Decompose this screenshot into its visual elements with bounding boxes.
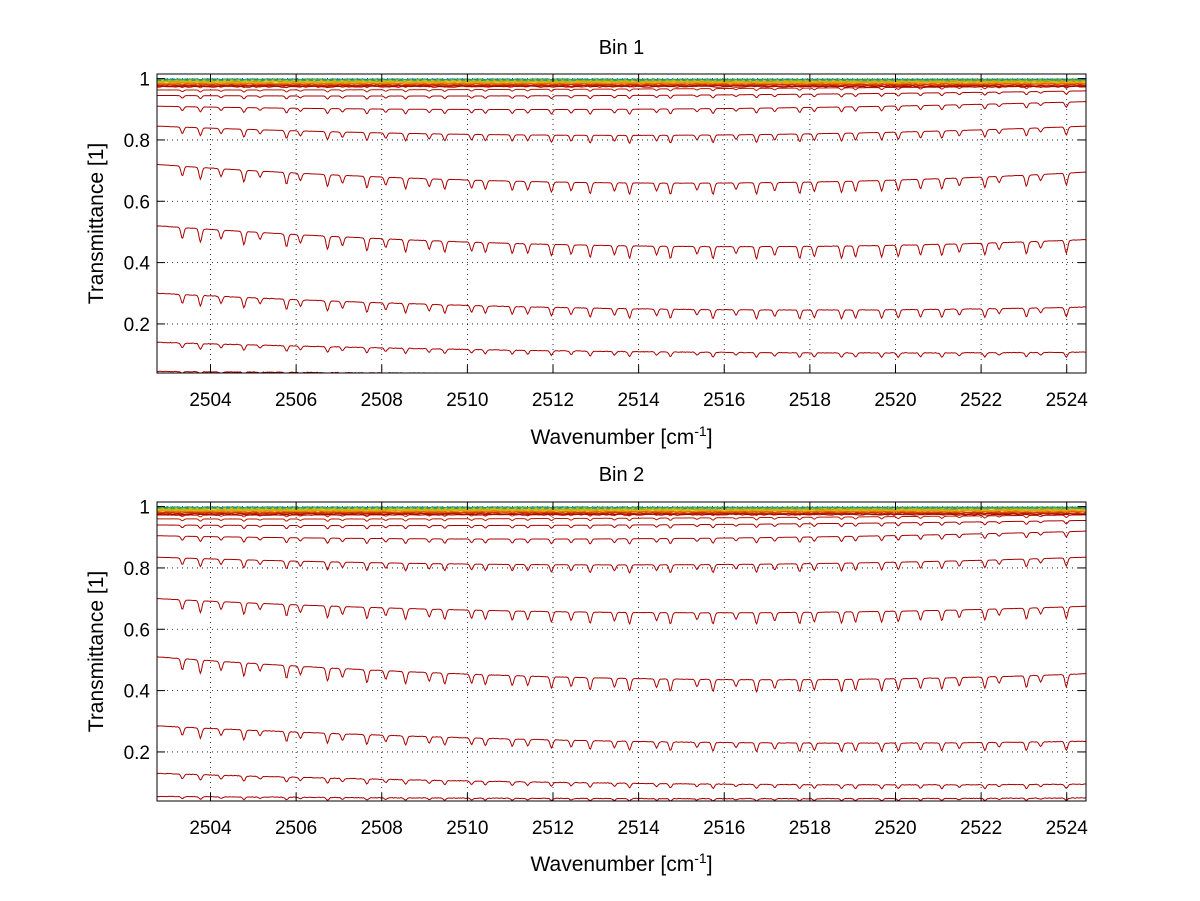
bin2-series-line-5: [157, 598, 1086, 626]
bin1-top-trace-8: [157, 84, 1086, 87]
bin1-top-trace-4: [157, 81, 1086, 84]
bin1-ylabel: Transmittance [1]: [85, 143, 108, 304]
bin2-xtick-label: 2514: [617, 818, 660, 839]
chart-bin-1: 2504 2506 2508 2510 2512 2514 2516 2518 2520 2522…: [85, 37, 1088, 449]
bin2-series-line-8: [157, 519, 1086, 530]
bin2-xtick-label: 2508: [361, 818, 403, 839]
bin2-xlabel-main: Wavenumber [cm: [530, 853, 694, 876]
bin1-xlabel-sup: -1: [694, 423, 707, 439]
bin2-top-trace-1: [157, 506, 1086, 509]
bin2-ytick-label: 1: [139, 498, 150, 519]
bin2-series-group: [157, 506, 1086, 801]
bin1-series-line-4: [157, 225, 1086, 261]
bin1-series-line-5: [157, 163, 1086, 196]
bin1-series-line-1: [157, 370, 578, 373]
bin2-xlabel-end: ]: [707, 853, 713, 876]
bin1-series-line-8: [157, 90, 1086, 100]
bin2-xtick-label: 2504: [189, 818, 232, 839]
bin2-xlabel: Wavenumber [cm-1]: [530, 850, 712, 876]
bin2-ytick-label: 0.4: [124, 682, 151, 703]
bin1-xtick-label: 2504: [189, 390, 232, 411]
bin2-series-line-7: [157, 530, 1086, 545]
bin1-top-trace-6: [157, 82, 1086, 85]
bin1-title: Bin 1: [599, 37, 645, 59]
bin1-xtick-label: 2514: [617, 390, 660, 411]
bin2-xtick-label: 2522: [960, 818, 1002, 839]
bin1-xtick-label: 2520: [874, 390, 916, 411]
bin2-xtick-label: 2520: [874, 818, 916, 839]
bin2-ytick-label: 0.8: [124, 559, 150, 580]
bin1-xtick-label: 2522: [960, 390, 1002, 411]
bin1-axes-box: [156, 73, 1087, 374]
bin2-series-line-3: [157, 725, 1086, 753]
bin1-xtick-label: 2510: [446, 390, 488, 411]
bin1-series-line-6: [157, 125, 1086, 145]
bin2-xtick-label: 2524: [1046, 818, 1089, 839]
bin1-top-trace-10: [157, 85, 1086, 88]
bin2-series-line-4: [157, 656, 1086, 694]
bin1-ytick-label: 1: [139, 70, 150, 91]
bin1-xtick-label: 2512: [532, 390, 574, 411]
bin1-xtick-label: 2524: [1046, 390, 1089, 411]
bin1-xlabel-end: ]: [707, 426, 713, 449]
bin2-top-trace-5: [157, 509, 1086, 513]
bin2-xtick-label: 2518: [789, 818, 831, 839]
bin1-xtick-label: 2508: [361, 390, 403, 411]
bin2-ylabel: Transmittance [1]: [85, 571, 108, 732]
chart-bin-2: 2504 2506 2508 2510 2512 2514 2516 2518 2520 2522…: [85, 464, 1088, 876]
bin2-xtick-label: 2510: [446, 818, 488, 839]
bin2-top-trace-2: [157, 507, 1086, 510]
bin1-ytick-label: 0.2: [124, 315, 150, 336]
bin1-series-line-9: [157, 85, 1086, 93]
bin1-series-line-3: [157, 292, 1086, 321]
bin2-axes-box: [156, 501, 1087, 802]
bin1-series-line-2: [157, 341, 1086, 359]
bin2-series-line-2: [157, 772, 1086, 790]
bin2-top-trace-10: [157, 513, 1086, 516]
bin1-xtick-label: 2516: [703, 390, 745, 411]
bin2-xtick-label: 2512: [532, 818, 574, 839]
bin2-title: Bin 2: [599, 464, 645, 486]
bin1-series-line-7: [157, 101, 1086, 115]
bin1-top-trace-7: [157, 83, 1086, 86]
bin2-series-line-1: [157, 795, 1086, 801]
bin1-xtick-label: 2506: [275, 390, 317, 411]
bin2-series-line-9: [157, 514, 1086, 522]
bin1-ytick-label: 0.4: [124, 254, 151, 275]
bin2-ytick-label: 0.2: [124, 743, 150, 764]
bin1-ytick-label: 0.8: [124, 131, 150, 152]
bin1-ytick-label: 0.6: [124, 192, 150, 213]
bin1-xlabel-main: Wavenumber [cm: [530, 426, 694, 449]
bin2-ytick-label: 0.6: [124, 620, 150, 641]
bin2-top-trace-9: [157, 512, 1086, 516]
bin1-series-group: [157, 78, 1086, 373]
bin1-xlabel: Wavenumber [cm-1]: [530, 423, 712, 449]
bin2-series-line-6: [157, 556, 1086, 574]
bin1-xtick-label: 2518: [789, 390, 831, 411]
bin2-xtick-label: 2516: [703, 818, 745, 839]
bin2-xtick-label: 2506: [275, 818, 317, 839]
bin2-xlabel-sup: -1: [694, 850, 707, 866]
